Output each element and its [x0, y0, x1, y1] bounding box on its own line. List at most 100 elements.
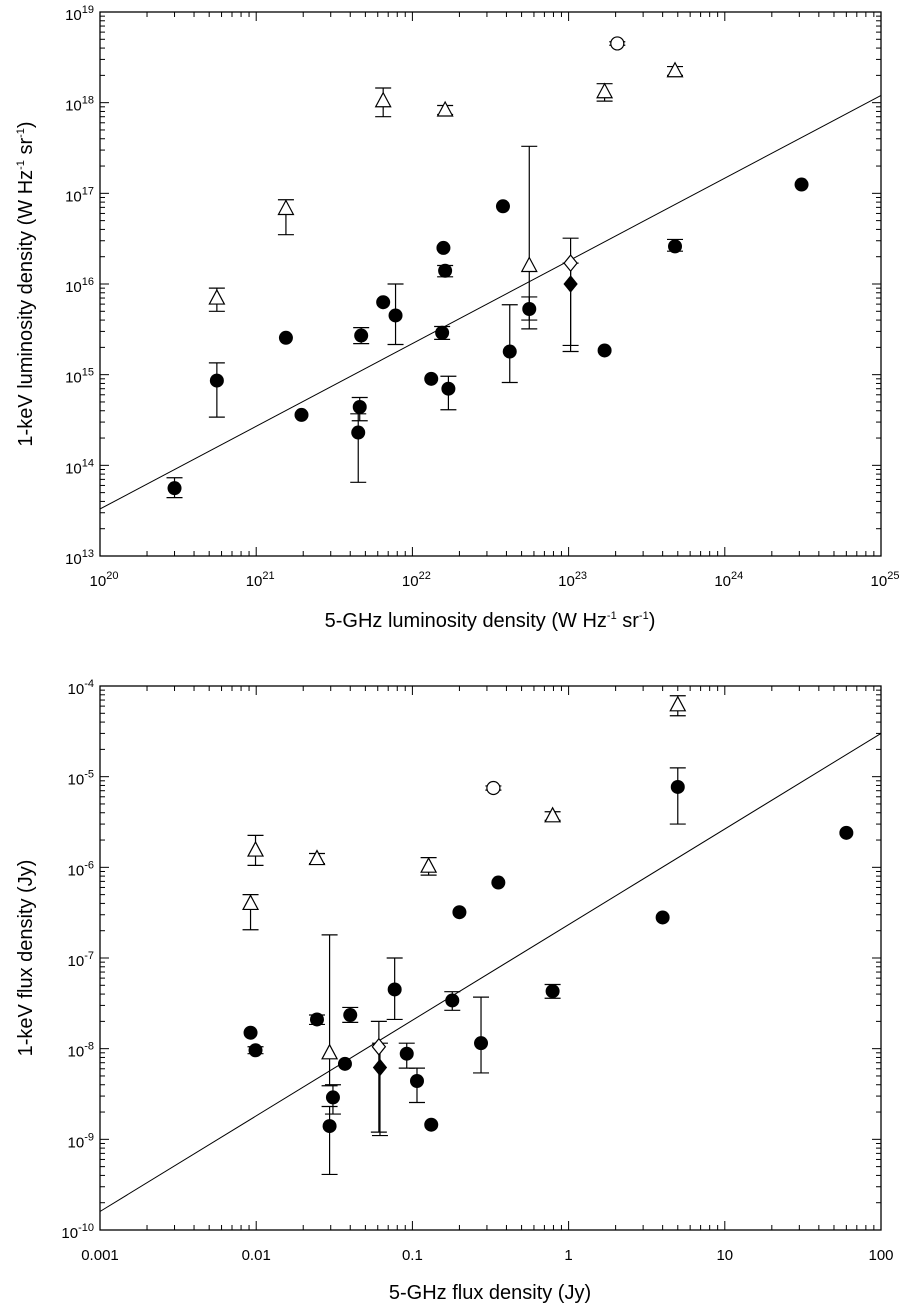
luminosity-panel: 1020 1021 1022 1023 1024 1025 101310141015101…: [15, 4, 899, 632]
y-tick-label: 1017: [65, 185, 94, 205]
y-tick-label: 1019: [65, 4, 94, 24]
data-point-filled-circle: [839, 825, 854, 840]
plot-frame: [99, 685, 882, 1231]
y-tick-label: 1016: [65, 276, 94, 296]
y-tick-label: 10-10: [61, 1222, 94, 1242]
data-point-filled-circle: [322, 1119, 337, 1134]
data-point-open-triangle: [247, 840, 265, 857]
data-point-open-triangle: [666, 61, 684, 78]
data-markers: [167, 36, 809, 496]
data-point-filled-circle: [441, 381, 456, 396]
data-point-open-triangle: [242, 894, 260, 911]
data-point-open-triangle: [420, 856, 438, 873]
y-tick-label: 10-8: [68, 1041, 94, 1061]
data-point-filled-circle: [409, 1073, 424, 1088]
fit-line-group: [99, 95, 882, 510]
data-point-filled-circle: [502, 344, 517, 359]
data-point-open-triangle: [436, 100, 454, 117]
flux-panel: 0.001 0.01 0.1 1 10 100 10-10 10-9 10-8 10-7 10-6…: [15, 678, 894, 1304]
data-point-filled-circle: [452, 905, 467, 920]
data-point-open-triangle: [277, 199, 295, 216]
data-point-filled-circle: [491, 875, 506, 890]
data-point-open-triangle: [669, 695, 687, 712]
x-tick-label: 1020: [90, 570, 119, 590]
x-tick-labels: 0.001 0.01 0.1 1 10 100: [81, 1247, 893, 1264]
x-tick-label: 0.001: [81, 1247, 119, 1264]
data-point-filled-circle: [522, 301, 537, 316]
data-point-filled-circle: [354, 328, 369, 343]
y-tick-label: 1018: [65, 95, 94, 115]
x-tick-label: 0.01: [242, 1247, 271, 1264]
y-tick-label: 10-4: [68, 678, 94, 698]
data-point-filled-circle: [209, 373, 224, 388]
data-point-filled-circle: [309, 1012, 324, 1027]
error-bars: [166, 41, 684, 499]
x-tick-labels: 1020 1021 1022 1023 1024 1025: [90, 570, 900, 590]
y-tick-label: 1014: [65, 457, 94, 477]
y-tick-label: 1013: [65, 548, 94, 568]
data-point-filled-circle: [655, 910, 670, 925]
data-point-open-triangle: [544, 806, 562, 823]
data-point-filled-circle: [387, 982, 402, 997]
y-tick-label: 10-7: [68, 950, 94, 970]
data-point-filled-circle: [424, 1117, 439, 1132]
y-tick-labels: 1013 1014 1015 1016 1017 1018 1019: [65, 4, 94, 568]
x-axis-label: 5-GHz luminosity density (W Hz-1 sr-1): [325, 610, 656, 632]
y-tick-label: 10-6: [68, 859, 94, 879]
data-point-filled-circle: [668, 239, 683, 254]
data-point-filled-circle: [278, 330, 293, 345]
y-tick-labels: 10-10 10-9 10-8 10-7 10-6 10-5 10-4: [61, 678, 94, 1242]
data-point-open-triangle: [208, 288, 226, 305]
data-point-filled-circle: [376, 295, 391, 310]
fit-line-group: [99, 732, 882, 1212]
plot-frame: [99, 11, 882, 557]
error-bars: [242, 695, 686, 1176]
x-axis-label: 5-GHz flux density (Jy): [389, 1282, 591, 1304]
data-point-open-circle: [486, 780, 501, 796]
data-point-open-circle: [610, 36, 625, 51]
data-point-filled-circle: [435, 325, 450, 340]
data-point-open-triangle: [374, 91, 392, 108]
data-point-filled-circle: [337, 1056, 352, 1071]
data-point-filled-circle: [597, 343, 612, 358]
data-point-filled-circle: [351, 425, 366, 440]
data-point-filled-circle: [438, 263, 453, 278]
data-point-filled-circle: [436, 240, 451, 255]
data-point-filled-circle: [167, 481, 182, 496]
data-point-filled-circle: [352, 399, 367, 414]
data-point-open-triangle: [520, 256, 538, 273]
y-axis-label: 1-keV flux density (Jy): [15, 860, 37, 1057]
data-point-open-diamond: [563, 254, 578, 273]
x-tick-label: 1023: [558, 570, 587, 590]
data-point-filled-circle: [495, 199, 510, 214]
y-tick-label: 1015: [65, 367, 94, 387]
x-tick-label: 1021: [246, 570, 275, 590]
y-axis-label: 1-keV luminosity density (W Hz-1 sr-1): [15, 121, 37, 446]
x-tick-label: 1025: [871, 570, 900, 590]
fit-line: [99, 95, 882, 510]
ticks: [99, 11, 882, 557]
data-point-filled-circle: [343, 1008, 358, 1023]
data-point-filled-circle: [474, 1036, 489, 1051]
x-tick-label: 1022: [402, 570, 431, 590]
data-point-open-triangle: [321, 1043, 339, 1060]
fit-line: [99, 732, 882, 1212]
data-point-filled-circle: [243, 1025, 258, 1040]
data-point-filled-circle: [325, 1090, 340, 1105]
y-tick-label: 10-9: [68, 1131, 94, 1151]
data-point-filled-circle: [545, 984, 560, 999]
data-point-open-triangle: [596, 82, 614, 99]
data-point-filled-circle: [248, 1043, 263, 1058]
ticks: [99, 685, 882, 1231]
data-point-open-diamond: [371, 1037, 387, 1056]
data-point-filled-diamond: [372, 1058, 388, 1077]
x-tick-label: 100: [868, 1247, 893, 1264]
data-point-filled-circle: [399, 1046, 414, 1061]
x-tick-label: 0.1: [402, 1247, 423, 1264]
data-point-filled-circle: [445, 993, 460, 1008]
data-point-filled-circle: [388, 308, 403, 323]
x-tick-label: 1: [564, 1247, 572, 1264]
data-point-filled-circle: [670, 779, 685, 794]
data-point-filled-circle: [794, 177, 809, 192]
